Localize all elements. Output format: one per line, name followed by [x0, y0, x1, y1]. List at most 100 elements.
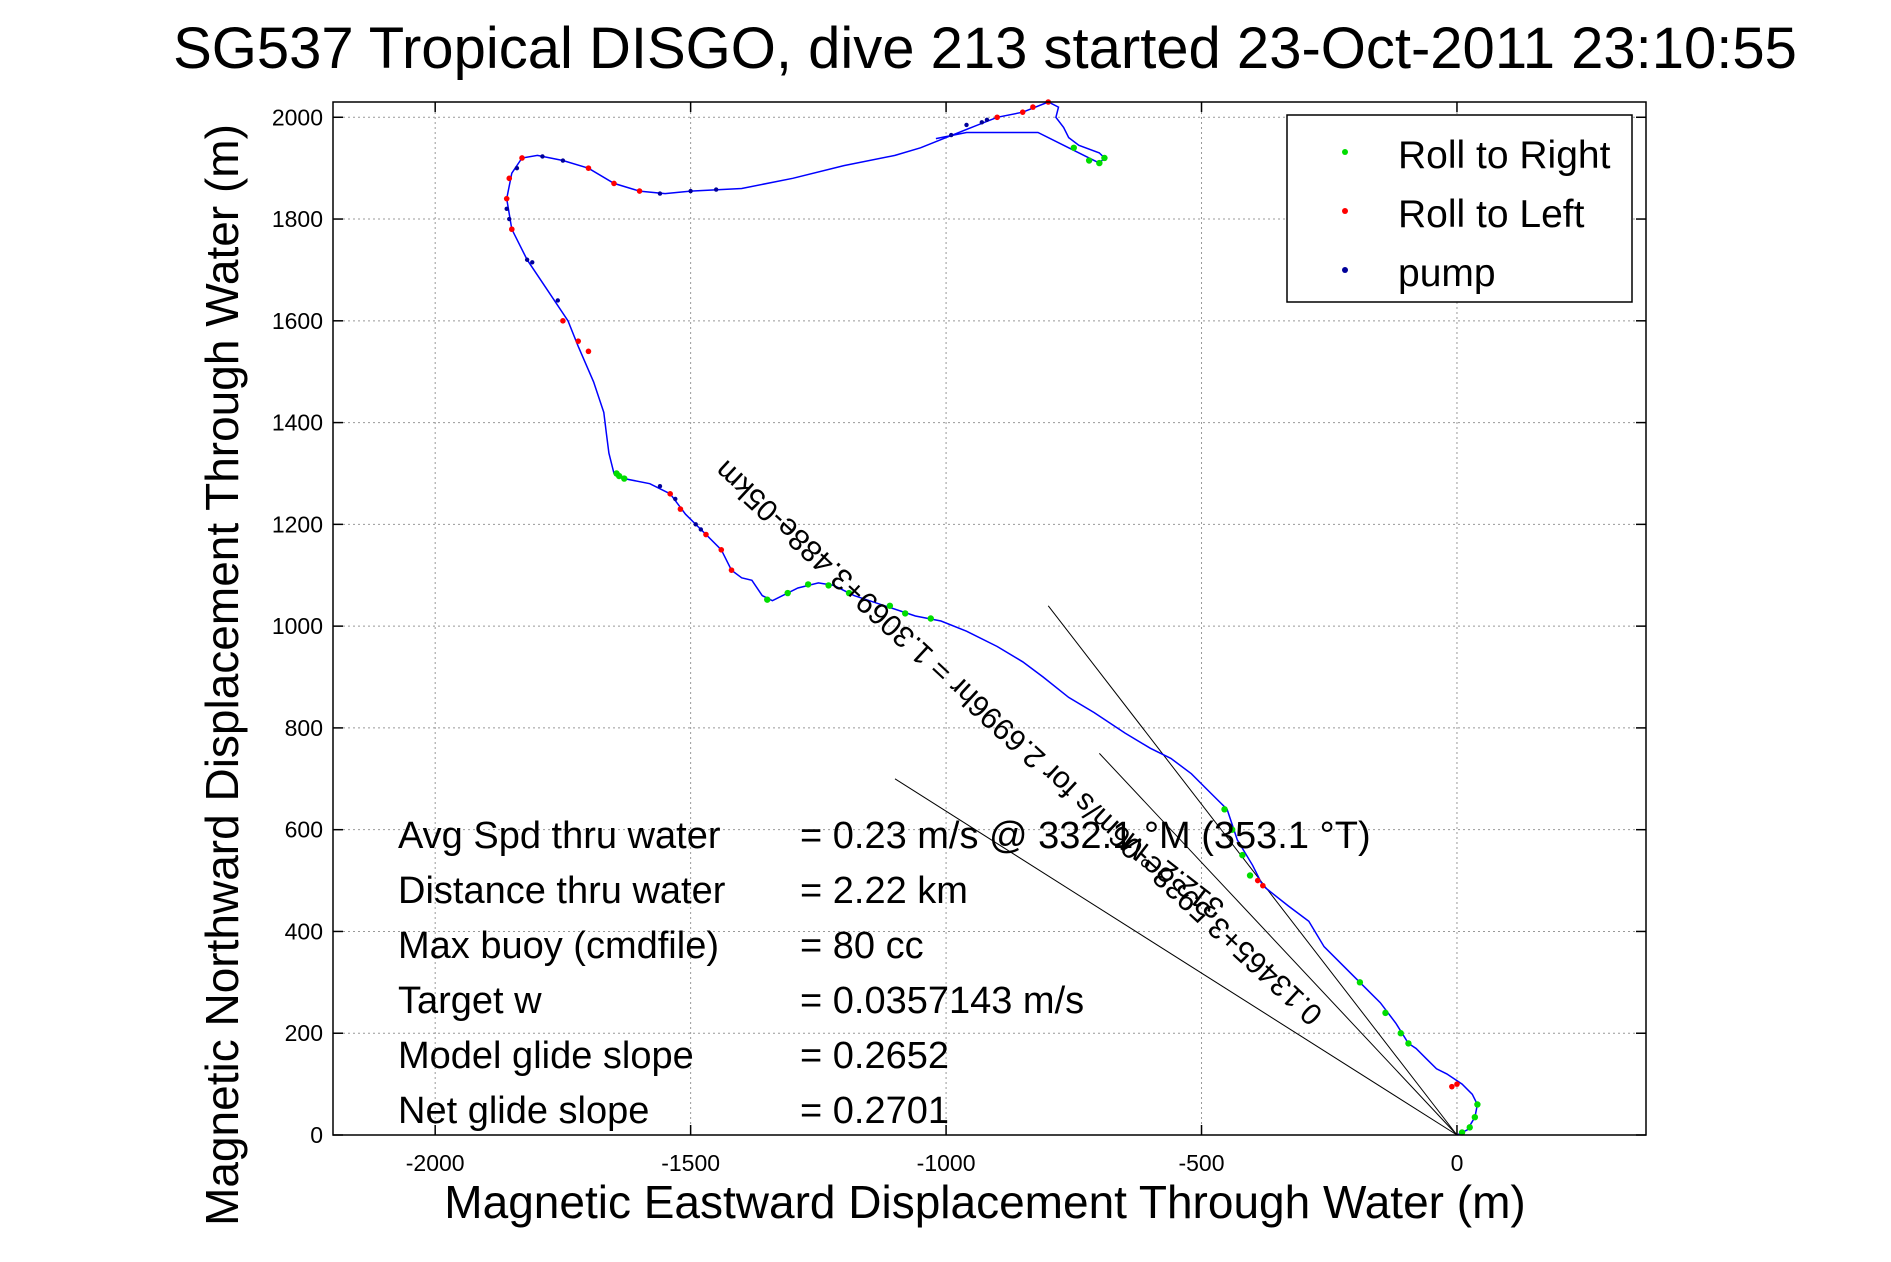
roll-left-point	[1019, 109, 1026, 115]
chart-title: SG537 Tropical DISGO, dive 213 started 2…	[173, 16, 1797, 81]
roll-right-point	[1397, 1030, 1404, 1037]
x-tick-label: -1500	[661, 1150, 720, 1176]
grid-lines	[333, 102, 1646, 1136]
x-tick-label: -1000	[917, 1150, 976, 1176]
roll-left-point	[703, 531, 709, 538]
y-tick-label: 400	[285, 918, 323, 944]
pump-point	[657, 483, 663, 489]
pump-point	[540, 154, 545, 159]
roll-right-point	[804, 581, 812, 588]
stats-block: Avg Spd thru water = 0.23 m/s @ 332.1 °M …	[398, 815, 1371, 1132]
roll-right-point	[1239, 851, 1246, 859]
roll-left-point	[728, 567, 735, 573]
roll-right-point	[1458, 1129, 1466, 1136]
stat-label: Net glide slope	[398, 1090, 649, 1132]
y-axis-label: Magnetic Northward Displacement Through …	[196, 124, 248, 1226]
roll-left-point	[560, 318, 566, 324]
roll-right-point	[1228, 826, 1236, 833]
roll-right-point	[784, 589, 791, 597]
roll-right-point	[1085, 157, 1093, 164]
pump-point	[673, 496, 678, 502]
stat-value: = 2.22 km	[800, 870, 968, 912]
roll-right-point	[1474, 1101, 1481, 1108]
y-tick-label: 0	[310, 1122, 323, 1148]
roll-right-point	[1382, 1009, 1389, 1017]
roll-right-point	[845, 589, 853, 597]
y-tick-label: 1400	[272, 410, 323, 436]
roll-right-point	[825, 582, 832, 589]
roll-left-point	[611, 180, 617, 187]
stat-label: Avg Spd thru water	[398, 815, 721, 857]
stat-value: = 0.2652	[800, 1035, 949, 1077]
pump-point	[507, 216, 512, 222]
roll-left-point	[585, 165, 592, 171]
pump-point	[657, 191, 663, 196]
y-tick-label: 1000	[272, 613, 323, 639]
pump-point	[524, 257, 530, 262]
roll-right-point	[1246, 872, 1254, 879]
reference-lines	[894, 605, 1458, 1136]
stat-value: = 0.23 m/s @ 332.1 °M (353.1 °T)	[800, 815, 1371, 857]
stat-value: = 80 cc	[800, 925, 924, 967]
roll-left-point	[503, 195, 510, 202]
pump-point	[693, 522, 698, 527]
x-tick-label: 0	[1451, 1150, 1464, 1176]
pump-point	[979, 120, 985, 125]
pump-point	[504, 206, 509, 212]
roll-left-point	[575, 338, 582, 344]
roll-right-point	[1101, 154, 1108, 162]
roll-right-point	[886, 602, 894, 609]
roll-right-point	[1405, 1040, 1412, 1047]
roll-right-point	[927, 615, 934, 622]
roll-left-point	[1030, 104, 1036, 110]
roll-right-point	[1466, 1124, 1473, 1131]
stat-label: Max buoy (cmdfile)	[398, 925, 719, 967]
legend-label: Roll to Left	[1398, 193, 1585, 236]
pump-point	[530, 260, 535, 265]
points-group	[503, 99, 1481, 1136]
stat-value: = 0.0357143 m/s	[800, 980, 1084, 1022]
roll-right-point	[1356, 979, 1364, 986]
roll-right-point	[902, 610, 909, 617]
pump-point	[560, 158, 566, 163]
roll-left-point	[1260, 882, 1266, 889]
roll-right-point	[621, 475, 628, 482]
stat-value: = 0.2701	[800, 1090, 949, 1132]
legend-label: Roll to Right	[1398, 134, 1611, 177]
x-tick-label: -2000	[406, 1150, 465, 1176]
pump-point	[984, 117, 990, 123]
stat-label: Distance thru water	[398, 870, 726, 912]
x-tick-label: -500	[1178, 1150, 1224, 1176]
y-tick-label: 200	[285, 1020, 323, 1046]
ticks-group: -2000 -1500 -1000 -500 0 0 200 400 600 800 1000 120…	[272, 102, 1646, 1176]
reference-line	[1098, 753, 1458, 1136]
roll-left-point	[519, 155, 525, 161]
y-tick-label: 1800	[272, 206, 323, 232]
roll-right-point	[1221, 806, 1228, 813]
roll-left-point	[677, 506, 684, 512]
legend: Roll to Right Roll to Left pump	[1286, 114, 1633, 303]
x-axis-label: Magnetic Eastward Displacement Through W…	[444, 1176, 1525, 1228]
roll-left-point	[667, 491, 673, 497]
axes-frame	[332, 101, 1647, 1136]
stat-label: Model glide slope	[398, 1035, 694, 1077]
y-tick-label: 1600	[272, 308, 323, 334]
y-tick-label: 2000	[272, 104, 323, 130]
pump-point	[713, 187, 719, 192]
pump-point	[688, 188, 693, 194]
reference-line	[1047, 605, 1458, 1136]
roll-left-point	[718, 547, 725, 553]
roll-right-point	[1471, 1113, 1479, 1121]
roll-left-point	[1449, 1083, 1455, 1090]
pump-point	[514, 165, 520, 171]
roll-left-point	[994, 114, 1000, 121]
roll-right-point	[1096, 159, 1103, 167]
roll-right-point	[615, 472, 623, 480]
legend-marker	[1342, 149, 1348, 155]
roll-right-point	[1070, 144, 1077, 151]
roll-left-point	[509, 226, 515, 233]
stat-label: Target w	[398, 980, 542, 1022]
pump-point	[698, 527, 704, 532]
pump-point	[964, 122, 969, 128]
